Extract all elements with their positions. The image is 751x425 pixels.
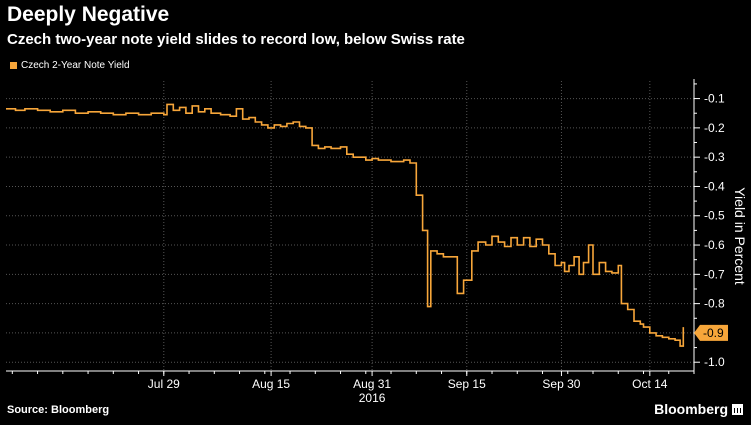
- series-line: [6, 103, 685, 347]
- y-tick-label: -0.5: [704, 209, 725, 223]
- legend-swatch: [10, 62, 17, 69]
- y-axis-title: Yield in Percent: [732, 187, 748, 285]
- chart-title: Deeply Negative: [7, 3, 170, 26]
- last-value-shape: [694, 324, 728, 341]
- y-tick-label: -0.6: [704, 238, 725, 252]
- y-tick-label: -1.0: [704, 355, 725, 369]
- brand: Bloomberg: [654, 401, 743, 417]
- gridlines: [6, 81, 694, 371]
- x-tick-label: Oct 14: [632, 377, 668, 391]
- series-layer: [5, 103, 685, 347]
- legend: Czech 2-Year Note Yield: [10, 60, 130, 71]
- bloomberg-logo-icon: [732, 403, 743, 415]
- last-value-badge: -0.9: [694, 324, 728, 341]
- x-tick-label: Sep 15: [448, 377, 486, 391]
- x-tick-label: Aug 31: [353, 377, 391, 391]
- axes: [6, 79, 700, 376]
- legend-label: Czech 2-Year Note Yield: [21, 60, 130, 71]
- y-tick-label: -0.8: [704, 297, 725, 311]
- y-tick-label: -0.2: [704, 121, 725, 135]
- x-year-label: 2016: [359, 391, 386, 405]
- chart-subtitle: Czech two-year note yield slides to reco…: [7, 31, 465, 48]
- x-tick-label: Sep 30: [542, 377, 580, 391]
- tick-labels: Jul 29 Aug 15 Aug 31 Sep 15 Sep 30 Oct 14 2016…: [148, 92, 725, 405]
- y-tick-label: -0.1: [704, 92, 725, 106]
- y-tick-label: -0.4: [704, 179, 725, 193]
- last-value-layer: -0.9: [694, 324, 728, 341]
- x-tick-label: Jul 29: [148, 377, 180, 391]
- x-tick-label: Aug 15: [252, 377, 290, 391]
- y-tick-label: -0.7: [704, 267, 725, 281]
- y-tick-label: -0.3: [704, 150, 725, 164]
- brand-name: Bloomberg: [654, 401, 728, 417]
- source-note: Source: Bloomberg: [7, 404, 110, 416]
- last-value-label: -0.9: [703, 326, 724, 340]
